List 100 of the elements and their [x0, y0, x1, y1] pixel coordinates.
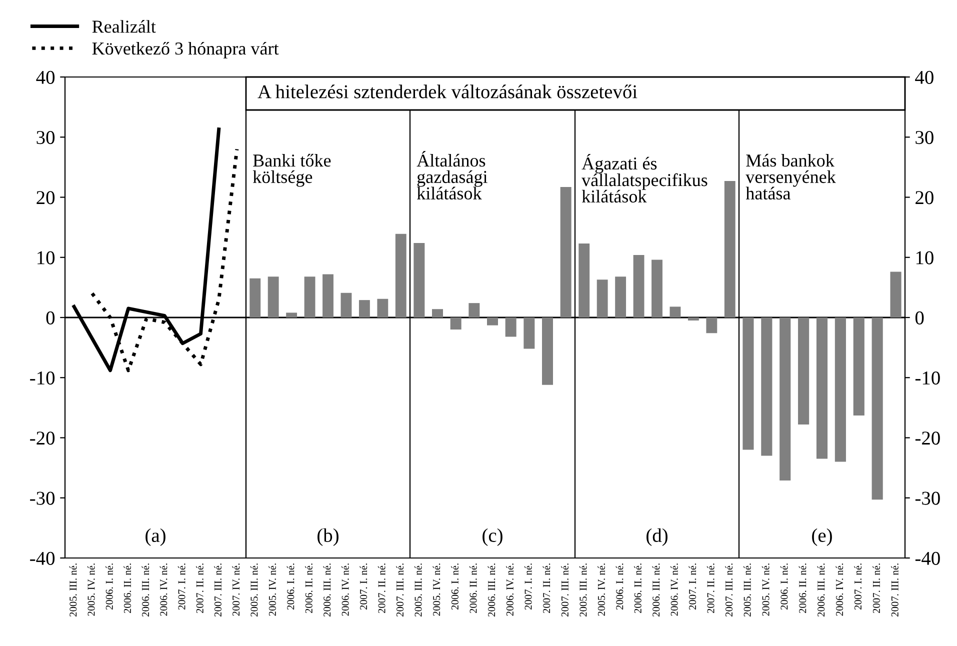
x-tick-label: 2006. III. né. [652, 564, 660, 616]
x-tick-label: 2006. IV. né. [836, 564, 844, 616]
x-tick-label: 2006. II. né. [469, 564, 477, 614]
bar [487, 318, 498, 326]
x-tick-label: 2006. IV. né. [341, 564, 349, 616]
bar [450, 318, 462, 330]
x-tick-label: 2007. II. né. [542, 564, 550, 614]
bar [432, 309, 443, 318]
x-tick-label: 2006. II. né. [798, 564, 806, 614]
x-tick-label: 2006. I. né. [286, 564, 294, 610]
text: Általános gazdasági kilátások [416, 151, 488, 200]
x-tick-label: 2007. II. né. [196, 564, 204, 614]
annotation: (d) [646, 528, 668, 546]
bar [524, 318, 535, 349]
x-tick-label: 2007. II. né. [706, 564, 714, 614]
x-tick-label: 2005. III. né. [250, 564, 258, 616]
x-tick-label: 2005. IV. né. [432, 564, 440, 616]
x-tick-label: 2007. I. né. [360, 564, 368, 610]
text: Ágazati és vállalatspecifikus kilátások [582, 154, 708, 203]
y-tick-label: 0 [46, 311, 55, 324]
y-tick-label: 10 [38, 251, 55, 264]
bar [340, 292, 352, 318]
bar [250, 278, 261, 318]
text: Banki tőke költsége [252, 154, 331, 187]
x-tick-label: 2007. III. né. [214, 564, 222, 616]
x-tick-label: 2005. IV. né. [268, 564, 276, 616]
bar [414, 242, 425, 318]
bar [578, 244, 590, 318]
x-tick-label: 2006. I. né. [106, 564, 113, 610]
x-tick-label: 2006. IV. né. [670, 564, 678, 616]
x-tick-label: 2005. IV. né. [598, 564, 605, 616]
x-tick-label: 2007. I. né. [178, 564, 186, 610]
bar [358, 300, 370, 318]
x-tick-label: 2006. I. né. [780, 564, 788, 610]
annotation: (c) [482, 528, 502, 546]
x-tick-label: 2007. I. né. [854, 564, 862, 610]
bar [286, 312, 298, 318]
annotation: (a) [146, 528, 166, 546]
y2-tick-label: 20 [916, 191, 934, 204]
bar [268, 276, 279, 318]
bar [542, 318, 553, 385]
y-tick-label: -10 [30, 371, 55, 385]
y-tick-label: -20 [30, 432, 55, 445]
y-tick-label: 20 [36, 191, 55, 204]
x-tick-label: 2006. III. né. [323, 564, 331, 616]
y2-tick-label: 0 [915, 311, 924, 324]
x-tick-label: 2007. III. né. [561, 564, 568, 616]
bar [724, 181, 736, 318]
x-tick-label: 2006. III. né. [488, 564, 496, 616]
bar [670, 306, 681, 318]
x-tick-label: 2005. III. né. [743, 564, 751, 616]
bar [560, 187, 572, 318]
annotation: A hitelezési sztenderdek változásának összetevői [258, 84, 638, 98]
x-tick-label: 2005. III. né. [414, 564, 422, 616]
bar [615, 276, 626, 318]
x-tick-label: 2007. III. né. [725, 564, 733, 616]
bar [688, 318, 699, 321]
x-tick-label: 2006. IV. né. [160, 564, 168, 616]
x-tick-label: 2006. II. né. [124, 564, 132, 614]
annotation: (b) [318, 528, 338, 546]
bar [505, 318, 516, 337]
legend-label: Következő 3 hónapra várt [92, 42, 279, 58]
text: Más bankok versenyének hatása [746, 154, 836, 200]
x-tick-label: 2007. I. né. [688, 564, 696, 610]
y-tick-label: -40 [30, 552, 55, 565]
x-tick-label: 2005. IV. né. [87, 564, 95, 616]
y-tick-label: 30 [36, 130, 55, 144]
x-tick-label: 2006. III. né. [142, 564, 150, 616]
bar [377, 298, 388, 318]
y2-tick-label: -40 [915, 552, 940, 565]
y2-tick-label: -20 [915, 432, 940, 445]
bar [468, 303, 480, 318]
x-tick-label: 2006. I. né. [451, 564, 458, 610]
y2-tick-label: 40 [915, 70, 934, 84]
annotation: (e) [812, 528, 832, 546]
x-tick-label: 2007. IV. né. [232, 564, 240, 616]
x-tick-label: 2007. III. né. [891, 564, 898, 616]
x-tick-label: 2007. III. né. [396, 564, 404, 616]
x-tick-label: 2007. II. né. [872, 564, 880, 614]
x-tick-label: 2007. I. né. [524, 564, 532, 610]
bar [706, 318, 718, 334]
x-tick-label: 2006. I. né. [616, 564, 624, 610]
y2-tick-label: -10 [915, 371, 940, 385]
bar [633, 254, 644, 318]
x-tick-label: 2006. III. né. [817, 564, 825, 616]
y-tick-label: 40 [36, 70, 55, 84]
x-tick-label: 2006. II. né. [305, 564, 312, 614]
x-tick-label: 2006. II. né. [634, 564, 642, 614]
y2-tick-label: 10 [916, 251, 934, 264]
y2-tick-label: 30 [916, 130, 934, 144]
bar [304, 276, 316, 318]
legend-label: Realizált [92, 20, 156, 33]
x-tick-label: 2005. IV. né. [762, 564, 770, 616]
x-tick-label: 2006. IV. né. [506, 564, 514, 616]
x-tick-label: 2005. III. né. [69, 564, 77, 616]
x-tick-label: 2007. II. né. [378, 564, 386, 614]
y-tick-label: -30 [30, 492, 55, 505]
bar [395, 234, 406, 318]
bar [652, 260, 662, 318]
bar [596, 280, 608, 318]
